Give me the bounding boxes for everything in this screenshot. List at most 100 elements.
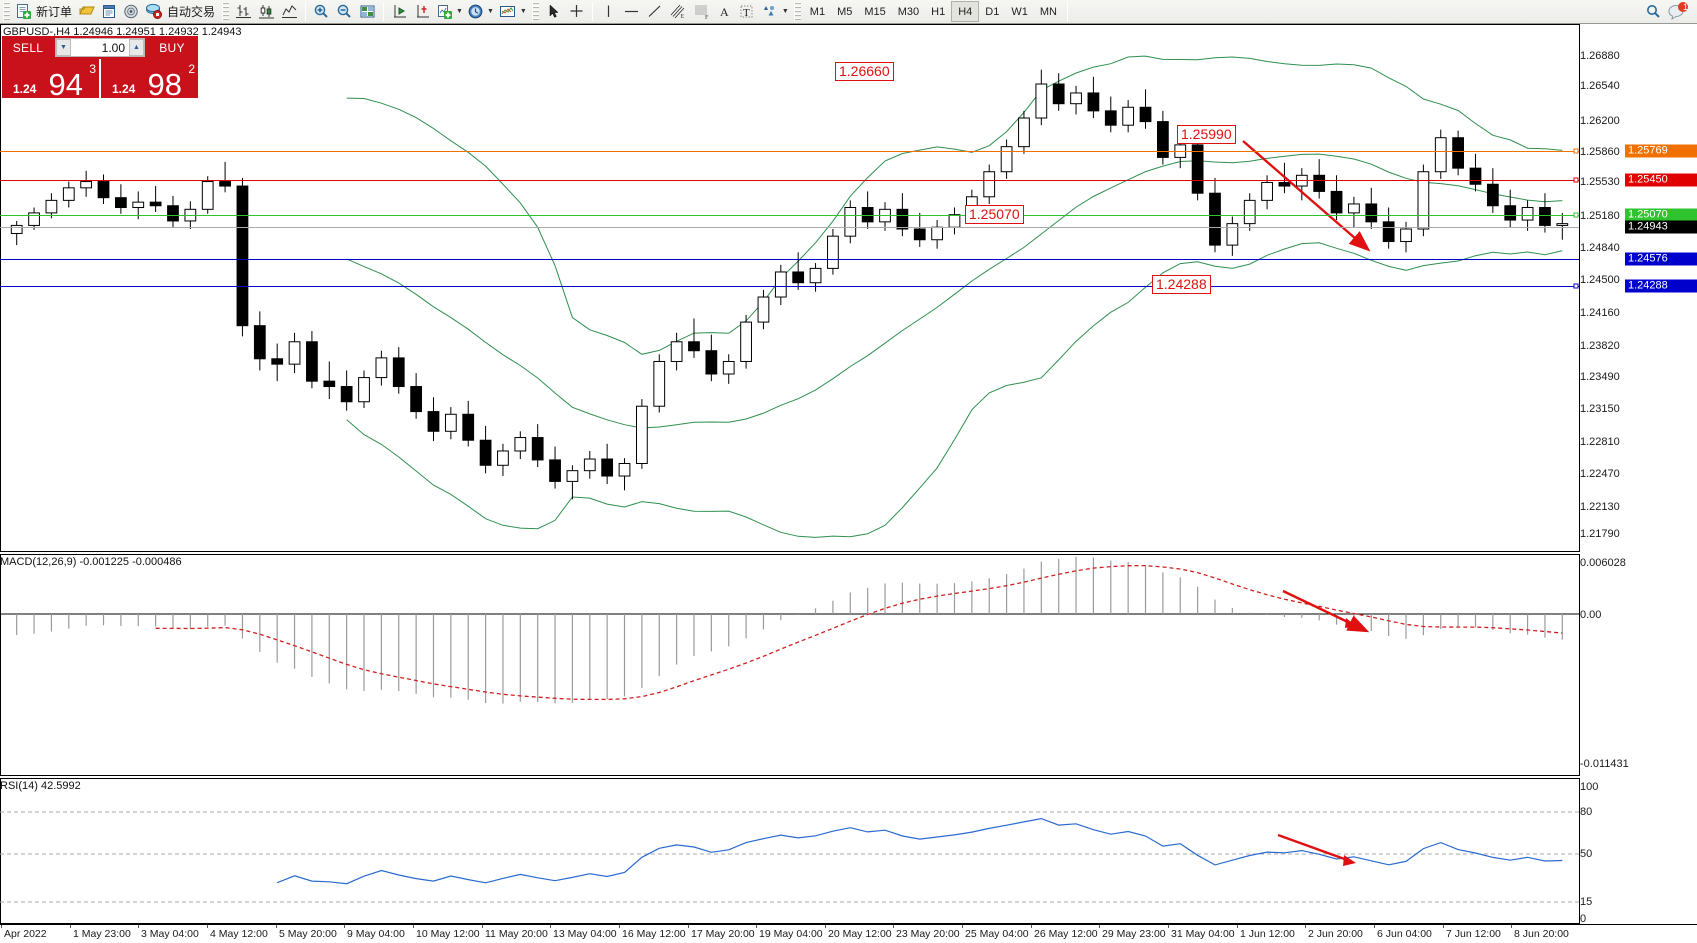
timeframe-d1[interactable]: D1 — [985, 5, 1000, 18]
level-handle-1.25450[interactable] — [1573, 177, 1579, 183]
toolbar-grip-3[interactable] — [531, 2, 539, 21]
rsi-pane[interactable]: RSI(14) 42.5992 100 80 50 15 0 — [0, 778, 1697, 925]
timeframe-m1[interactable]: M1 — [809, 5, 826, 18]
price-tag-resistance-red[interactable]: 1.25450 — [1625, 173, 1697, 187]
macd-tick: -0.011431 — [1580, 758, 1629, 770]
autotrading-button[interactable]: 自动交易 — [142, 1, 219, 22]
rsi-trend-arrow[interactable] — [0, 778, 1579, 924]
trendline-button[interactable] — [643, 1, 666, 22]
market-watch-button[interactable] — [98, 1, 120, 22]
line-chart-button[interactable] — [278, 1, 301, 22]
level-handle-1.25070[interactable] — [1573, 212, 1579, 218]
one-click-trading-panel[interactable]: SELL ▼ 1.00 ▲ BUY 1.24 94 3 1.24 98 2 — [2, 36, 198, 102]
price-tag-support-green[interactable]: 1.25070 — [1625, 208, 1697, 222]
volume-decrement-button[interactable]: ▼ — [56, 39, 71, 56]
svg-text:A: A — [720, 5, 729, 19]
price-tick: 1.25860 — [1580, 146, 1620, 158]
buy-price-button[interactable]: 1.24 98 2 — [101, 59, 198, 100]
time-axis[interactable]: Apr 2022 1 May 23:00 3 May 04:00 4 May 12:0… — [0, 924, 1697, 943]
level-handle-1.24288[interactable] — [1573, 283, 1579, 289]
chart-area[interactable]: GBPUSD-,H4 1.24946 1.24951 1.24932 1.249… — [0, 24, 1697, 943]
text-label-button[interactable]: T — [735, 1, 758, 22]
time-tick-mark — [207, 925, 208, 928]
new-order-button[interactable]: 新订单 — [13, 1, 76, 22]
price-tag-support-blue-2[interactable]: 1.24288 — [1625, 279, 1697, 293]
rsi-pane-frame — [0, 778, 1697, 924]
svg-text:E: E — [680, 14, 684, 20]
macd-pane[interactable]: MACD(12,26,9) -0.001225 -0.000486 0.0060… — [0, 554, 1697, 776]
fibonacci-button[interactable]: F — [690, 1, 714, 22]
sell-label[interactable]: SELL — [12, 40, 44, 55]
text-button[interactable]: A — [714, 1, 735, 22]
level-line-1.24943 — [0, 227, 1579, 228]
price-pane[interactable]: GBPUSD-,H4 1.24946 1.24951 1.24932 1.249… — [0, 24, 1697, 552]
macd-axis[interactable]: 0.006028 0.00 -0.011431 — [1579, 554, 1697, 776]
level-line-1.25769[interactable] — [0, 151, 1579, 152]
chevron-down-icon[interactable]: ▼ — [456, 8, 463, 15]
rsi-axis[interactable]: 100 80 50 15 0 — [1579, 778, 1697, 925]
cursor-button[interactable] — [542, 1, 565, 22]
annotation-high[interactable]: 1.26660 — [835, 62, 894, 81]
new-order-label: 新订单 — [36, 5, 73, 19]
level-line-1.25450[interactable] — [0, 180, 1579, 181]
search-button[interactable] — [1642, 1, 1665, 22]
timeframe-h4[interactable]: H4 — [951, 1, 980, 22]
annotation-mid[interactable]: 1.25070 — [965, 205, 1024, 224]
chevron-down-icon-3[interactable]: ▼ — [519, 8, 527, 15]
toolbar-grip[interactable] — [3, 2, 10, 21]
chart-shift-button[interactable] — [411, 1, 434, 22]
auto-scroll-button[interactable] — [388, 1, 411, 22]
time-tick-mark — [138, 925, 139, 928]
chevron-down-icon-4[interactable]: ▼ — [781, 8, 789, 15]
level-line-1.24576[interactable] — [0, 259, 1579, 260]
zoom-in-button[interactable] — [310, 1, 333, 22]
notifications-button[interactable]: 1 — [1665, 1, 1691, 22]
chevron-down-icon-2[interactable]: ▼ — [486, 8, 494, 15]
price-tag-resistance-orange[interactable]: 1.25769 — [1625, 144, 1697, 158]
timeframe-m30[interactable]: M30 — [897, 5, 920, 18]
time-tick: Apr 2022 — [4, 928, 47, 940]
toolbar-grip-4[interactable] — [793, 2, 801, 21]
timeframe-mn[interactable]: MN — [1039, 5, 1057, 18]
time-tick-mark — [1168, 925, 1169, 928]
equidistant-channel-button[interactable]: E — [666, 1, 690, 22]
macd-pane-frame — [0, 554, 1697, 776]
timeframe-m15[interactable]: M15 — [864, 5, 886, 18]
zoom-out-button[interactable] — [333, 1, 356, 22]
objects-button[interactable]: ▼ — [758, 1, 791, 22]
timeframe-m5[interactable]: M5 — [837, 5, 853, 18]
time-tick: 5 May 20:00 — [279, 928, 337, 940]
annotation-support[interactable]: 1.24288 — [1152, 275, 1211, 294]
indicators-button[interactable]: ▼ — [434, 1, 465, 22]
periods-button[interactable]: ▼ — [465, 1, 496, 22]
timeframe-h1[interactable]: H1 — [931, 5, 946, 18]
candlestick-chart-button[interactable] — [255, 1, 278, 22]
horizontal-line-button[interactable] — [620, 1, 643, 22]
macd-trend-arrow[interactable] — [0, 554, 1579, 776]
volume-increment-button[interactable]: ▲ — [129, 39, 144, 56]
templates-button[interactable]: ▼ — [496, 1, 529, 22]
tile-windows-button[interactable] — [356, 1, 379, 22]
bar-chart-button[interactable] — [232, 1, 255, 22]
level-line-1.24288[interactable] — [0, 286, 1579, 287]
price-trend-arrow[interactable] — [0, 24, 1579, 552]
time-tick: 3 May 04:00 — [141, 928, 199, 940]
crosshair-button[interactable] — [565, 1, 588, 22]
toolbar-separator-2 — [383, 2, 385, 21]
level-line-1.25070[interactable] — [0, 215, 1579, 216]
level-handle-1.25769[interactable] — [1573, 148, 1579, 154]
annotation-swing[interactable]: 1.25990 — [1177, 125, 1236, 144]
buy-label[interactable]: BUY — [159, 40, 185, 55]
volume-field[interactable]: ▼ 1.00 ▲ — [55, 38, 145, 57]
price-tag-support-blue-1[interactable]: 1.24576 — [1625, 252, 1697, 266]
price-axis[interactable]: 1.26880 1.26540 1.26200 1.25860 1.25530 … — [1579, 24, 1697, 552]
price-tick: 1.23490 — [1580, 371, 1620, 383]
sell-price-big: 94 — [48, 67, 83, 102]
sell-price-button[interactable]: 1.24 94 3 — [2, 59, 99, 102]
expert-advisors-button[interactable] — [76, 1, 98, 22]
volume-value[interactable]: 1.00 — [101, 40, 125, 55]
vertical-line-button[interactable] — [597, 1, 620, 22]
toolbar-grip-2[interactable] — [222, 2, 230, 21]
navigator-button[interactable] — [120, 1, 142, 22]
timeframe-w1[interactable]: W1 — [1011, 5, 1028, 18]
